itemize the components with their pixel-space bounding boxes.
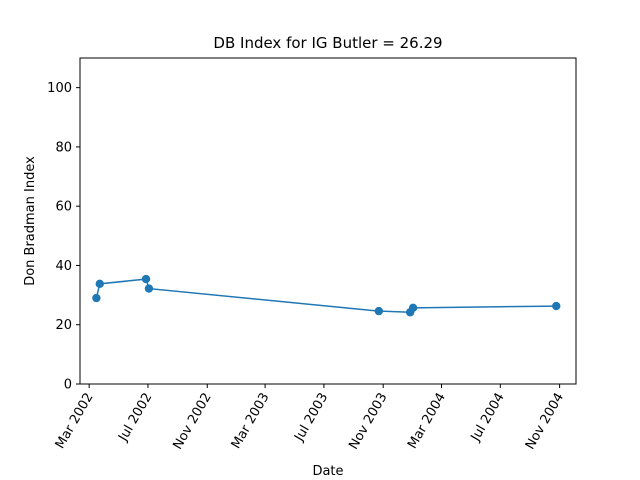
plot-frame bbox=[79, 57, 577, 385]
y-tick-label: 20 bbox=[55, 318, 72, 333]
y-axis-title: Don Bradman Index bbox=[23, 156, 38, 286]
x-axis-title: Date bbox=[312, 464, 343, 479]
x-tick-label: Mar 2004 bbox=[405, 391, 449, 452]
x-tick-label: Mar 2003 bbox=[229, 391, 273, 452]
data-point bbox=[95, 279, 104, 289]
y-tick-label: 60 bbox=[55, 200, 72, 215]
x-tick-label: Jul 2003 bbox=[291, 391, 331, 445]
x-tick-label: Nov 2002 bbox=[170, 391, 214, 453]
series-layer bbox=[92, 274, 561, 317]
y-axis: 0 20 40 60 80 100 bbox=[47, 81, 80, 393]
x-tick-label: Jul 2002 bbox=[115, 391, 155, 445]
x-tick-label: Nov 2004 bbox=[523, 391, 567, 453]
y-tick-label: 100 bbox=[47, 81, 72, 96]
data-point bbox=[92, 293, 101, 303]
data-point bbox=[408, 303, 418, 313]
data-point bbox=[374, 306, 384, 316]
y-tick-label: 40 bbox=[55, 259, 72, 274]
data-point bbox=[144, 284, 154, 293]
data-point bbox=[141, 274, 151, 284]
chart-title: DB Index for IG Butler = 26.29 bbox=[213, 34, 442, 52]
y-tick-label: 0 bbox=[64, 378, 72, 393]
series-line bbox=[95, 278, 557, 314]
plot-area bbox=[79, 57, 577, 385]
x-axis: Mar 2002 Jul 2002 Nov 2002 Mar 2003 Jul 2003… bbox=[53, 384, 567, 452]
y-tick-label: 80 bbox=[55, 140, 72, 155]
data-point bbox=[552, 301, 561, 311]
x-tick-label: Mar 2002 bbox=[53, 391, 97, 452]
x-tick-label: Nov 2003 bbox=[346, 391, 390, 453]
x-tick-label: Jul 2004 bbox=[468, 391, 508, 445]
